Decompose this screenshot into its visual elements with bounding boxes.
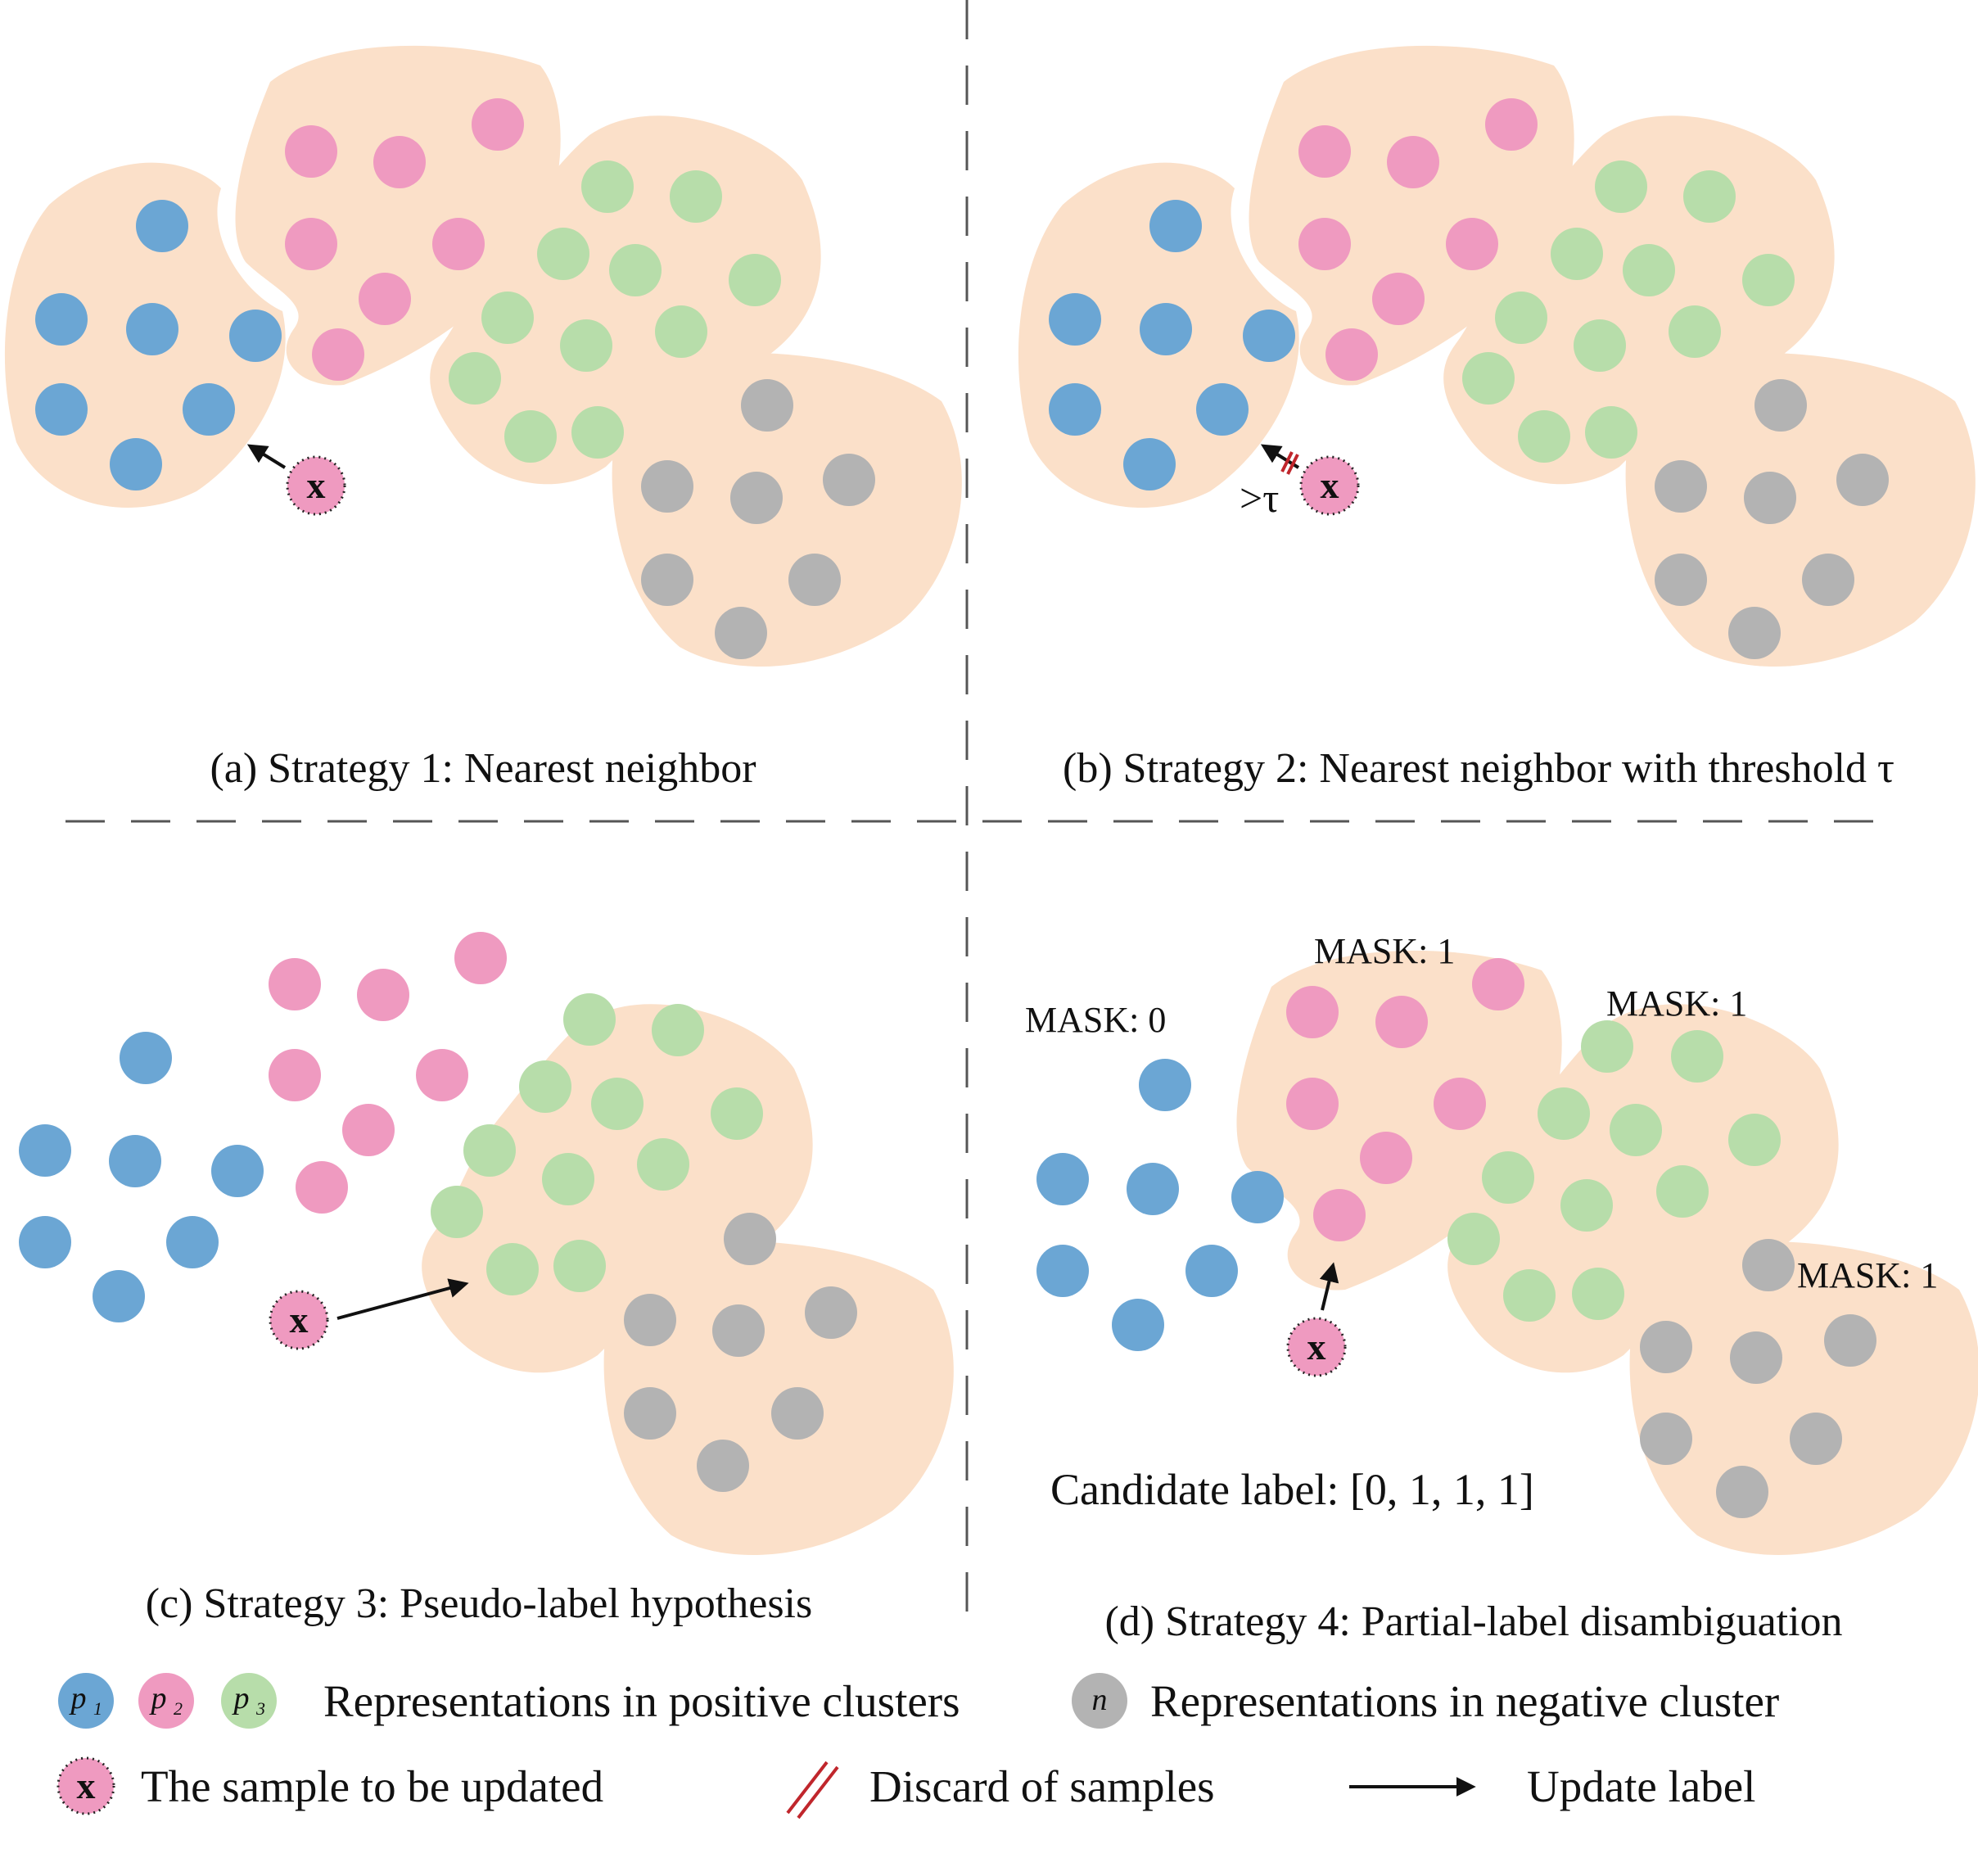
legend-sample: x — [56, 1756, 115, 1815]
legend-update-label: Update label — [1527, 1761, 1755, 1811]
svg-text:2: 2 — [174, 1698, 183, 1719]
legend-n: n — [1072, 1673, 1127, 1729]
legend-p2: p 2 — [138, 1673, 194, 1729]
svg-text:n: n — [1092, 1683, 1108, 1717]
mask-label-p2: MASK: 1 — [1314, 931, 1455, 971]
legend: p 1 p 2 p 3 Representations in positive … — [56, 1673, 1779, 1819]
svg-text:x: x — [1321, 464, 1339, 506]
caption-a: (a) Strategy 1: Nearest neighbor — [210, 745, 756, 792]
sample-x-a: x — [286, 455, 346, 516]
legend-discard-label: Discard of samples — [869, 1761, 1215, 1811]
panel-d: x MASK: 0 MASK: 1 MASK: 1 MASK: 1 Candid… — [1025, 931, 1978, 1645]
legend-negative-label: Representations in negative cluster — [1150, 1676, 1779, 1726]
sample-x-c: x — [269, 1290, 329, 1350]
points-c — [19, 932, 857, 1492]
svg-text:1: 1 — [93, 1698, 102, 1719]
svg-text:p: p — [232, 1681, 250, 1716]
update-arrow-d — [1319, 1262, 1339, 1311]
points-b — [1049, 98, 1889, 659]
svg-text:x: x — [290, 1299, 309, 1340]
panel-a: x (a) Strategy 1: Nearest neighbor — [4, 45, 962, 792]
update-arrow-a — [246, 444, 287, 469]
legend-p3: p 3 — [221, 1673, 277, 1729]
svg-text:p: p — [69, 1681, 87, 1716]
caption-d: (d) Strategy 4: Partial-label disambigua… — [1104, 1598, 1842, 1645]
panel-c: x (c) Strategy 3: Pseudo-label hypothesi… — [19, 932, 954, 1627]
sample-x-d: x — [1286, 1317, 1347, 1377]
legend-positive-label: Representations in positive clusters — [323, 1676, 960, 1726]
panel-b: x >τ (b) Strategy 2: Nearest neighbor wi… — [1018, 45, 1976, 792]
discard-mark-b — [1280, 451, 1299, 475]
update-arrow-c — [336, 1278, 469, 1320]
svg-text:p: p — [149, 1681, 167, 1716]
mask-label-p1: MASK: 0 — [1025, 1000, 1166, 1040]
threshold-label: >τ — [1240, 475, 1279, 521]
legend-p1: p 1 — [58, 1673, 114, 1729]
points-a — [35, 98, 875, 659]
caption-b: (b) Strategy 2: Nearest neighbor with th… — [1063, 745, 1894, 792]
candidate-label: Candidate label: [0, 1, 1, 1] — [1050, 1465, 1534, 1514]
svg-text:x: x — [1307, 1326, 1326, 1367]
svg-text:3: 3 — [255, 1698, 265, 1719]
mask-label-p3: MASK: 1 — [1606, 983, 1747, 1024]
legend-discard-icon — [786, 1761, 839, 1819]
points-d — [1036, 958, 1876, 1518]
legend-sample-label: The sample to be updated — [141, 1761, 603, 1811]
svg-text:x: x — [77, 1765, 96, 1806]
caption-c: (c) Strategy 3: Pseudo-label hypothesis — [146, 1580, 813, 1627]
mask-label-n: MASK: 1 — [1797, 1255, 1938, 1295]
sample-x-b: x — [1299, 455, 1360, 516]
svg-text:x: x — [307, 464, 326, 506]
